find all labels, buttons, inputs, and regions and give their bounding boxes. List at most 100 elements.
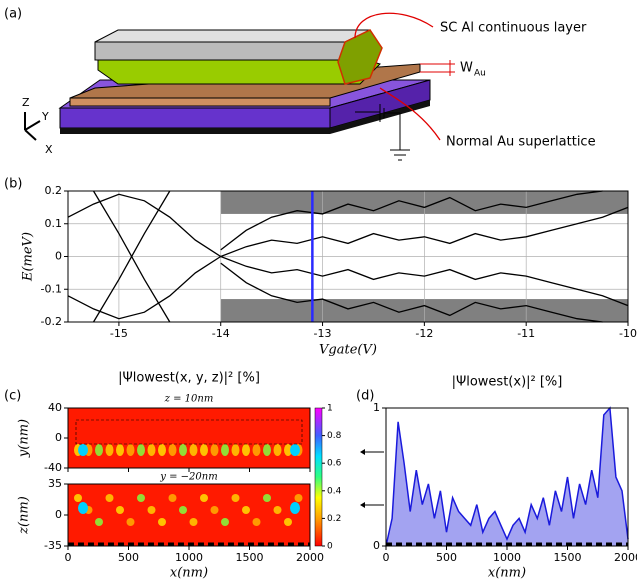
heatmap-blob [78,444,88,456]
heatmap-blob [252,444,261,456]
heatmap-blob [210,444,219,456]
x-tick-label: -11 [517,327,535,340]
axis-label: Z [22,96,30,109]
x-tick-label: -12 [415,327,433,340]
chart-title: |Ψlowest(x)|² [%] [452,375,563,390]
y-tick-label: 0 [55,508,62,521]
axis-label: Y [41,110,49,123]
x-tick-label: 1000 [493,551,521,564]
x-axis-label: x(nm) [488,566,526,581]
heatmap-blob [78,502,88,514]
heatmap-blob [200,444,208,456]
band-line [220,262,603,323]
heatmap-blob [158,444,166,456]
subtitle: y = −20nm [159,472,217,483]
heatmap-blob [116,506,124,514]
area-line [385,406,629,547]
x-tick-label: -13 [314,327,332,340]
x-tick-label: 1000 [175,551,203,564]
heatmap-blob [284,518,292,526]
y-tick-label: 40 [48,401,62,414]
x-tick-label: 2000 [614,551,637,564]
heatmap-blob [116,444,124,456]
heatmap-blob [242,444,250,456]
y-tick-label: 0.2 [45,184,63,197]
heatmap-blob [147,506,156,514]
y-tick-label: 0.1 [45,217,63,230]
heatmap-blob [95,518,103,526]
heatmap-blob [137,444,145,456]
axis-label: X [45,143,53,156]
heatmap-blob [290,502,300,514]
heatmap-bg [68,484,310,546]
y-tick-label: 0 [373,539,380,552]
heatmap-blob [273,444,282,456]
heatmap-blob [105,494,114,502]
w-sub: Au [474,69,486,79]
x-tick-label: 500 [118,551,139,564]
dashed-box [75,419,303,445]
sc-label: SC Al continuous layer [440,21,587,36]
x-tick-label: -10 [619,327,637,340]
band-line [220,190,603,251]
panel-label: (d) [356,389,374,404]
heatmap-blob [294,494,303,502]
x-tick-label: -15 [110,327,128,340]
axes-frame [385,407,629,547]
heatmap-blob [290,444,300,456]
heatmap-blob [74,494,82,502]
y-axis-label: E(meV) [21,232,36,282]
x-tick-label: 0 [383,551,390,564]
y-tick-label: -0.1 [41,282,62,295]
heatmap-blob [95,444,103,456]
x-axis-label: x(nm) [170,566,208,581]
heatmap-blob [189,444,198,456]
heatmap-blob [147,444,156,456]
heatmap-blob [231,444,240,456]
panel-label: (c) [4,389,21,404]
band-line [67,255,222,320]
heatmap-blob [168,494,177,502]
x-tick-label: 1500 [554,551,582,564]
chart-title: |Ψlowest(x, y, z)|² [%] [118,371,260,386]
heatmap-blob [200,494,208,502]
normal-label: Normal Au superlattice [446,135,596,150]
axes-frame [67,483,311,547]
heatmap-blob [105,444,114,456]
heatmap-blob [242,506,250,514]
y-axis-label: y(nm) [17,419,32,458]
x-tick-label: 1500 [236,551,264,564]
x-axis-label: Vgate(V) [319,343,377,358]
band-line [220,206,629,258]
y-tick-label: -40 [44,461,62,474]
y-tick-label: 35 [48,477,62,490]
x-tick-label: 500 [436,551,457,564]
subtitle: z = 10nm [164,394,214,405]
heatmap-blob [210,506,219,514]
band-line [220,255,629,307]
x-tick-label: 0 [65,551,72,564]
band-line [92,190,171,323]
colorbar-label: 0.2 [327,514,341,524]
colorbar-label: 0.6 [327,459,342,469]
heatmap-blob [221,444,229,456]
heatmap-bg [68,408,310,468]
axes-frame [67,407,311,469]
schematic [24,12,455,161]
heatmap-blob [158,518,166,526]
heatmap-blob [126,518,135,526]
heatmap-blob [221,518,229,526]
heatmap-blob [179,444,187,456]
colorbar-label: 0.8 [327,431,342,441]
heatmap-blob [252,518,261,526]
axes-frame [67,190,629,323]
y-tick-label: 1 [373,401,380,414]
heatmap-blob [126,444,135,456]
colorbar-label: 0.4 [327,486,342,496]
x-tick-label: -14 [212,327,230,340]
y-tick-label: 0 [55,431,62,444]
heatmap-blob [284,444,292,456]
heatmap-blob [137,494,145,502]
heatmap-blob [263,494,271,502]
